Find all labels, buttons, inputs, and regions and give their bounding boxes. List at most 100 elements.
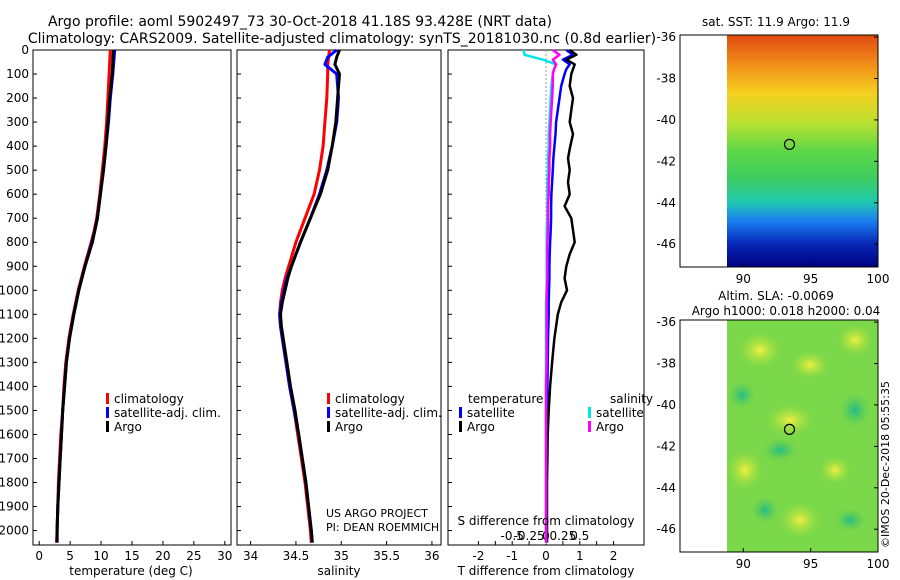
x-tick-label: -2 bbox=[472, 549, 484, 563]
lat-tick-label: -46 bbox=[656, 522, 676, 536]
depth-tick-label: 1500 bbox=[0, 403, 29, 417]
depth-tick-label: 700 bbox=[6, 211, 29, 225]
depth-axis: 0 100 200 300 400 500 600 700 800 900 1000 1100 1200… bbox=[0, 43, 452, 538]
lat-tick-label: -40 bbox=[656, 398, 676, 412]
t-difference-axis-label: T difference from climatology bbox=[457, 564, 635, 578]
legend-label-climatology: climatology bbox=[335, 392, 405, 406]
legend-title-salinity: salinity bbox=[610, 392, 653, 406]
depth-tick-label: 200 bbox=[6, 91, 29, 105]
x-tick-label: 20 bbox=[155, 549, 170, 563]
depth-tick-label: 300 bbox=[6, 115, 29, 129]
lat-tick-label: -46 bbox=[656, 237, 676, 251]
legend-swatch-climatology bbox=[106, 393, 109, 404]
depth-tick-label: 2000 bbox=[0, 524, 29, 538]
lat-tick-label: -38 bbox=[656, 72, 676, 86]
x-tick-label: -1 bbox=[506, 549, 518, 563]
x-tick-label: 10 bbox=[93, 549, 108, 563]
depth-tick-label: 1100 bbox=[0, 307, 29, 321]
depth-tick-label: 900 bbox=[6, 259, 29, 273]
depth-tick-label: 1800 bbox=[0, 476, 29, 490]
imos-timestamp: ©IMOS 20-Dec-2018 05:55:35 bbox=[879, 381, 892, 548]
series-line-t-argo bbox=[545, 48, 578, 543]
legend-label-s-satellite: satellite bbox=[596, 406, 644, 420]
series-line-s-argo bbox=[544, 48, 561, 543]
temperature-plot-area bbox=[32, 49, 232, 546]
argo-position-marker bbox=[783, 423, 796, 435]
legend-swatch-climatology bbox=[327, 393, 330, 404]
depth-tick-label: 1600 bbox=[0, 427, 29, 441]
temperature-chart: 0 5 10 15 20 25 30 bbox=[35, 49, 232, 563]
x-tick-label: 34.5 bbox=[283, 549, 310, 563]
lon-tick-label: 100 bbox=[867, 557, 890, 571]
s-tick-label: -0.5 bbox=[500, 529, 523, 543]
title-line2: Climatology: CARS2009. Satellite-adjuste… bbox=[28, 31, 656, 47]
legend-label-climatology: climatology bbox=[114, 392, 184, 406]
lat-tick-label: -40 bbox=[656, 113, 676, 127]
salinity-plot-area bbox=[236, 49, 442, 546]
lon-tick-label: 100 bbox=[867, 272, 890, 286]
lat-tick-label: -44 bbox=[656, 196, 676, 210]
s-tick-label: -0.25 bbox=[514, 529, 545, 543]
lat-tick-label: -42 bbox=[656, 439, 676, 453]
series-line-argo bbox=[55, 49, 115, 543]
depth-tick-label: 500 bbox=[6, 163, 29, 177]
x-tick-label: 1 bbox=[576, 549, 584, 563]
credit-project: US ARGO PROJECT bbox=[326, 507, 428, 520]
sla-title-line2: Argo h1000: 0.018 h2000: 0.04 bbox=[692, 304, 881, 318]
sla-map-chart: -36 -38 -40 -42 -44 -46 90 95 100 bbox=[656, 315, 889, 571]
legend-label-t-satellite: satellite bbox=[467, 406, 515, 420]
x-tick-label: 35 bbox=[334, 549, 349, 563]
x-tick-label: 35.5 bbox=[373, 549, 400, 563]
credit-pi: PI: DEAN ROEMMICH bbox=[326, 521, 439, 534]
depth-tick-label: 400 bbox=[6, 139, 29, 153]
depth-tick-label: 1900 bbox=[0, 500, 29, 514]
legend-title-temperature: temperature bbox=[468, 392, 543, 406]
x-tick-label: 25 bbox=[186, 549, 201, 563]
map-border bbox=[679, 34, 879, 268]
depth-tick-label: 100 bbox=[6, 67, 29, 81]
lon-tick-label: 90 bbox=[736, 557, 751, 571]
s-difference-axis-label: S difference from climatology bbox=[458, 514, 635, 528]
depth-tick-label: 600 bbox=[6, 187, 29, 201]
lat-tick-label: -42 bbox=[656, 154, 676, 168]
x-tick-label: 34 bbox=[243, 549, 258, 563]
sla-anomaly-blobs bbox=[727, 324, 873, 538]
depth-tick-label: 800 bbox=[6, 235, 29, 249]
depth-tick-label: 1000 bbox=[0, 283, 29, 297]
temperature-axis-label: temperature (deg C) bbox=[69, 564, 192, 578]
temperature-legend: climatology satellite-adj. clim. Argo bbox=[106, 392, 221, 434]
x-tick-label: 30 bbox=[217, 549, 232, 563]
depth-tick-label: 1400 bbox=[0, 379, 29, 393]
salinity-legend: climatology satellite-adj. clim. Argo bbox=[327, 392, 442, 434]
lon-tick-label: 90 bbox=[736, 272, 751, 286]
salinity-axis-label: salinity bbox=[317, 564, 360, 578]
x-tick-label: 0 bbox=[35, 549, 43, 563]
lat-tick-label: -36 bbox=[656, 315, 676, 329]
legend-swatch-s-argo bbox=[588, 421, 591, 432]
depth-tick-label: 0 bbox=[21, 43, 29, 57]
sst-heatmap bbox=[727, 35, 878, 267]
legend-swatch-argo bbox=[106, 421, 109, 432]
lon-tick-label: 95 bbox=[803, 272, 818, 286]
map-border bbox=[679, 319, 879, 553]
sla-title-line1: Altim. SLA: -0.0069 bbox=[718, 289, 834, 303]
legend-swatch-argo bbox=[327, 421, 330, 432]
x-tick-label: 36 bbox=[424, 549, 439, 563]
sst-title: sat. SST: 11.9 Argo: 11.9 bbox=[702, 15, 850, 29]
difference-legend: temperature salinity satellite Argo sate… bbox=[459, 392, 653, 434]
lat-tick-label: -44 bbox=[656, 481, 676, 495]
lat-tick-label: -38 bbox=[656, 357, 676, 371]
x-tick-label: 2 bbox=[610, 549, 618, 563]
argo-position-marker bbox=[783, 138, 796, 150]
x-tick-label: 0 bbox=[542, 549, 550, 563]
legend-label-satellite: satellite-adj. clim. bbox=[114, 406, 221, 420]
legend-label-argo: Argo bbox=[335, 420, 363, 434]
salinity-chart: 34 34.5 35 35.5 36 bbox=[243, 48, 440, 563]
legend-label-s-argo: Argo bbox=[596, 420, 624, 434]
legend-swatch-t-satellite bbox=[459, 407, 462, 418]
series-line-argo bbox=[279, 49, 341, 543]
lon-tick-label: 95 bbox=[803, 557, 818, 571]
depth-tick-label: 1700 bbox=[0, 451, 29, 465]
